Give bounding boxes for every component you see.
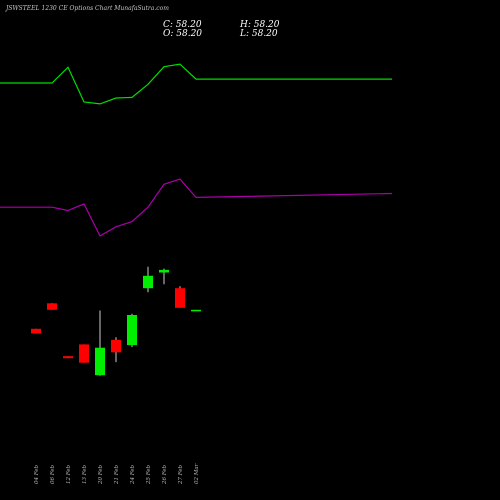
x-tick-label: 26 Feb [162, 464, 168, 485]
lower-band-line [0, 178, 393, 237]
candle-body [159, 269, 169, 273]
candle-body [175, 288, 185, 308]
x-tick-label: 02 Mar [194, 463, 200, 484]
chart-title: JSWSTEEL 1230 CE Options Chart MunafaSut… [6, 5, 169, 12]
low-value: L: 58.20 [240, 29, 278, 39]
close-value: C: 58.20 [163, 20, 202, 30]
x-tick-label: 20 Feb [98, 464, 104, 485]
candle-body [31, 328, 41, 334]
x-tick-label: 13 Feb [82, 464, 88, 484]
candle-body [47, 303, 57, 310]
x-tick-label: 06 Feb [50, 464, 56, 484]
candle-body [127, 315, 137, 346]
x-tick-label: 25 Feb [146, 464, 152, 485]
upper-band-line [0, 63, 392, 105]
x-tick-label: 12 Feb [66, 464, 72, 484]
x-tick-label: 27 Feb [178, 464, 184, 485]
open-value: O: 58.20 [163, 29, 203, 39]
x-tick-label: 24 Feb [130, 464, 136, 485]
x-tick-label: 04 Feb [34, 464, 40, 484]
candle-body [63, 356, 73, 359]
high-value: H: 58.20 [240, 20, 280, 30]
candle-body [143, 275, 153, 289]
candle-body [191, 309, 201, 312]
candle-body [95, 347, 105, 376]
candle-body [111, 339, 121, 353]
candle-body [79, 344, 89, 363]
x-tick-label: 21 Feb [114, 464, 120, 485]
